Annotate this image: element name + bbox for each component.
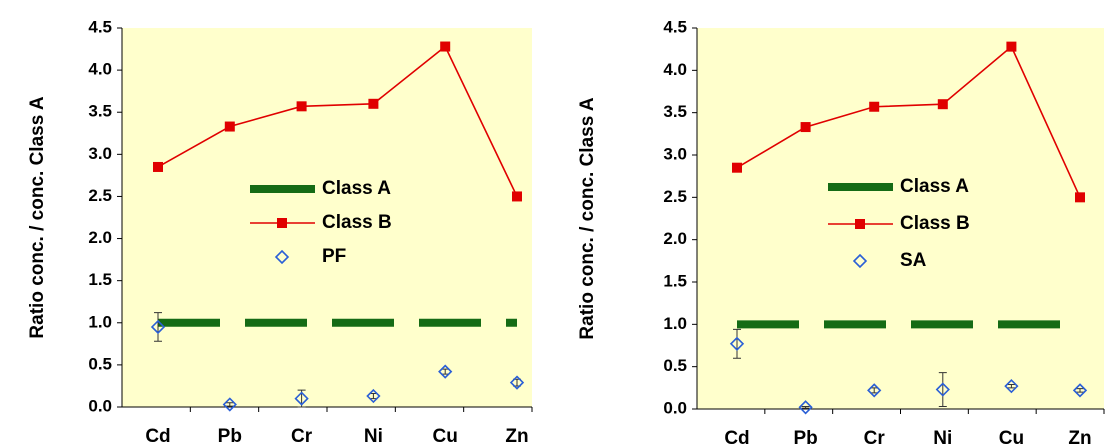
y-tick-label: 0.0 [663,398,687,417]
y-tick-label: 2.5 [88,186,112,205]
y-tick-label: 3.5 [88,102,112,121]
y-tick-label: 3.5 [663,102,687,121]
y-tick-label: 4.0 [663,60,687,79]
data-point [512,191,522,202]
y-tick-label: 1.5 [663,271,687,290]
y-tick-label: 3.0 [88,144,112,163]
data-point [150,319,166,335]
series-line [736,45,1081,198]
x-tick-label: Zn [1068,428,1091,448]
legend-label: PF [322,246,346,267]
error-bar [225,402,234,407]
legend-label: Class B [322,212,392,233]
y-tick-label: 4.5 [663,17,687,36]
data-point [798,400,813,415]
x-tick-label: Pb [793,428,817,448]
y-axis-title: Ratio conc. / conc. Class A [577,97,598,339]
data-point [153,161,163,172]
error-bar [1076,388,1084,393]
legend-marker [852,253,868,269]
data-point [867,383,882,398]
x-tick-label: Cr [291,426,313,447]
data-point [1006,41,1017,52]
x-tick-label: Zn [505,426,528,447]
y-tick-label: 0.5 [663,356,687,375]
data-point [732,162,742,173]
x-tick-label: Cd [145,426,170,447]
x-tick-label: Cd [724,428,749,448]
error-bar [938,372,947,407]
legend-marker [274,249,290,265]
error-bar [1007,383,1016,389]
y-tick-label: 2.5 [663,187,687,206]
y-tick-label: 1.5 [88,270,112,289]
legend-label: Class A [900,176,969,197]
data-point [1072,383,1088,398]
data-point [869,101,880,112]
y-tick-label: 2.0 [663,229,687,248]
x-tick-label: Ni [933,428,952,448]
data-point [296,101,307,112]
series-line [157,45,518,197]
data-point [1075,192,1085,203]
x-tick-label: Ni [364,426,383,447]
data-point [937,99,948,110]
legend-label: SA [900,250,927,271]
error-bar [733,328,741,359]
error-bar [801,405,810,409]
data-point [294,391,309,406]
data-point [1004,379,1019,394]
x-tick-label: Cu [999,428,1024,448]
y-tick-label: 4.0 [88,60,112,79]
y-tick-label: 0.5 [88,354,112,373]
y-axis-title: Ratio conc. / conc. Class A [27,96,48,338]
data-point [366,388,381,404]
legend-marker [277,218,287,228]
plot-area [122,28,532,407]
data-point [222,397,237,412]
data-point [509,375,525,390]
error-bar [154,312,162,342]
y-tick-label: 3.0 [663,144,687,163]
y-tick-label: 1.0 [88,312,112,331]
legend-label: Class B [900,213,970,234]
data-point [438,364,453,379]
plot-area [697,28,1104,409]
legend-label: Class A [322,178,391,199]
data-point [224,121,235,132]
legend-marker [855,219,865,229]
x-tick-label: Cr [864,428,886,448]
data-point [440,41,451,52]
data-point [800,122,811,133]
y-tick-label: 2.0 [88,228,112,247]
y-tick-label: 4.5 [88,17,112,36]
data-point [729,336,745,351]
x-tick-label: Cu [433,426,458,447]
y-tick-label: 0.0 [88,396,112,415]
x-tick-label: Pb [218,426,242,447]
data-point [368,98,379,109]
data-point [935,382,950,397]
y-tick-label: 1.0 [663,314,687,333]
